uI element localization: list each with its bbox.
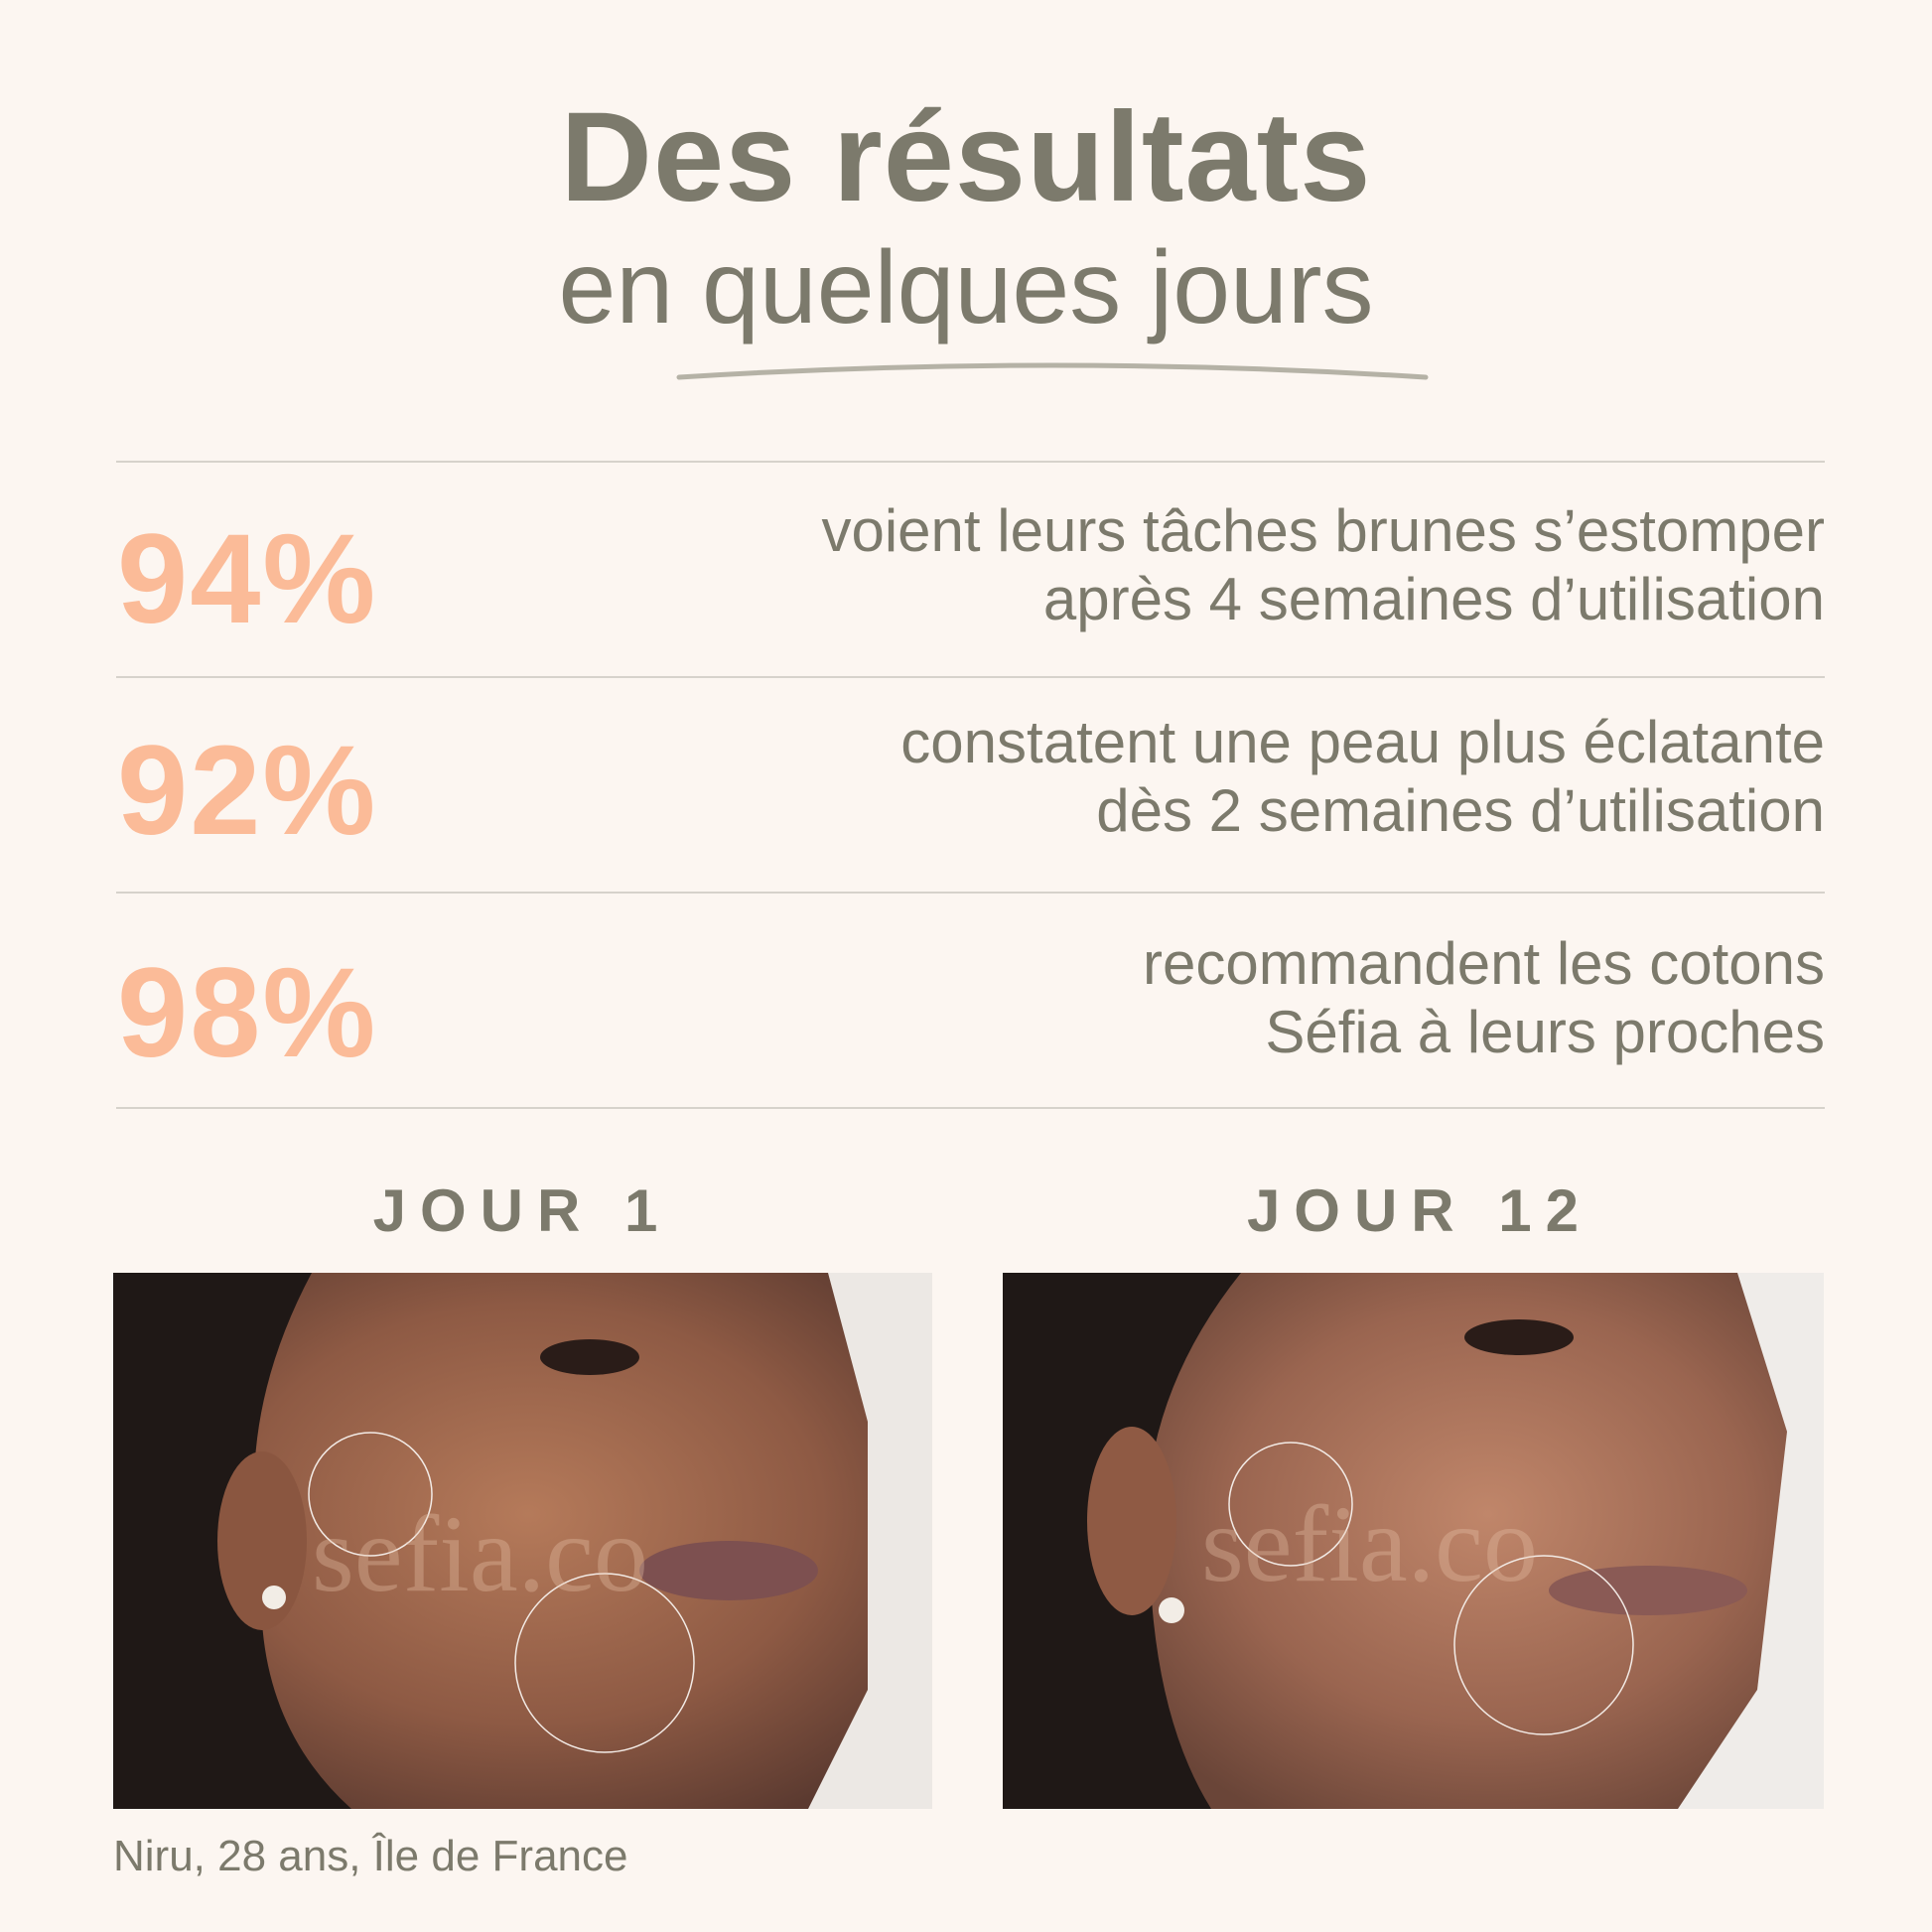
stat-line: dès 2 semaines d’utilisation bbox=[1096, 777, 1825, 844]
stat-percent: 94% bbox=[117, 508, 378, 650]
page-title: Des résultats bbox=[560, 86, 1372, 228]
stat-description: constatent une peau plus éclatante dès 2… bbox=[900, 708, 1825, 845]
divider bbox=[116, 1107, 1825, 1109]
after-label: JOUR 12 bbox=[1246, 1177, 1593, 1244]
divider bbox=[116, 461, 1825, 463]
stat-line: recommandent les cotons bbox=[1142, 930, 1825, 997]
stat-line: après 4 semaines d’utilisation bbox=[1042, 566, 1825, 632]
stat-line: Séfia à leurs proches bbox=[1265, 999, 1825, 1065]
title-underline bbox=[676, 362, 1429, 380]
stat-line: voient leurs tâches brunes s’estomper bbox=[821, 497, 1825, 564]
divider bbox=[116, 892, 1825, 894]
watermark: sefia.co bbox=[1201, 1483, 1538, 1604]
watermark: sefia.co bbox=[312, 1493, 648, 1614]
divider bbox=[116, 676, 1825, 678]
after-photo: sefia.co bbox=[1003, 1273, 1824, 1809]
before-photo: sefia.co bbox=[113, 1273, 932, 1809]
before-label: JOUR 1 bbox=[372, 1177, 672, 1244]
stat-description: recommandent les cotons Séfia à leurs pr… bbox=[1143, 929, 1825, 1066]
stat-percent: 98% bbox=[117, 942, 378, 1084]
stat-percent: 92% bbox=[117, 720, 378, 862]
photo-caption: Niru, 28 ans, Île de France bbox=[113, 1832, 628, 1880]
page-subtitle: en quelques jours bbox=[558, 230, 1374, 345]
stat-description: voient leurs tâches brunes s’estomper ap… bbox=[821, 496, 1825, 633]
stat-line: constatent une peau plus éclatante bbox=[900, 709, 1825, 775]
